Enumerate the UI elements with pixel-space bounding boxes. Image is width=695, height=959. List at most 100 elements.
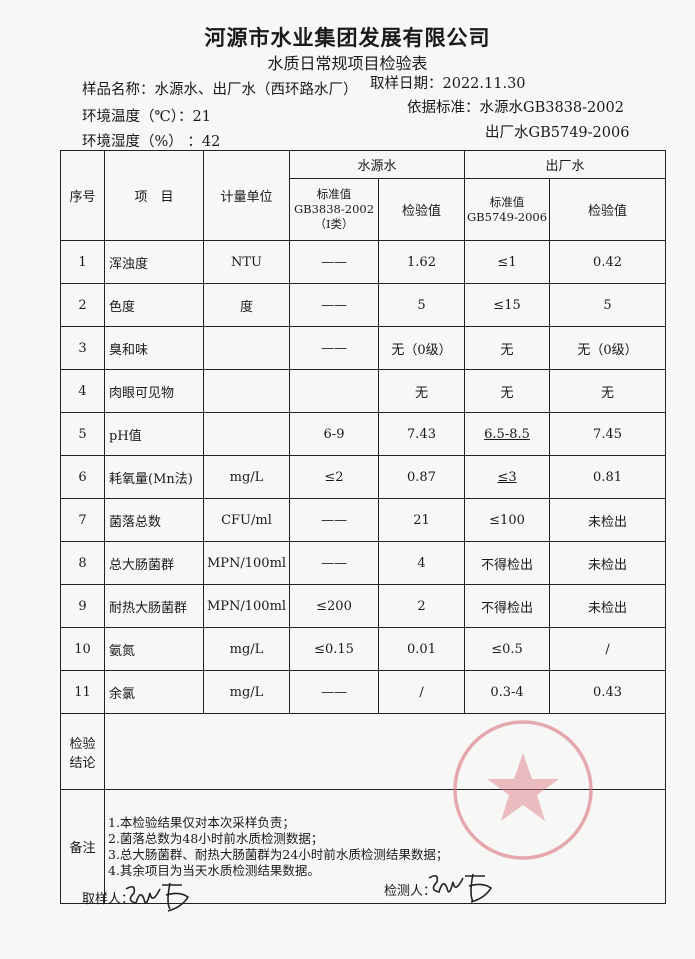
row-unit: NTU bbox=[203, 240, 290, 284]
row-unit: mg/L bbox=[203, 455, 290, 499]
notes-cell: 1.本检验结果仅对本次采样负责； 2.菌落总数为48小时前水质检测数据； 3.总… bbox=[103, 789, 667, 904]
header-unit: 计量单位 bbox=[203, 150, 290, 241]
row-source-value: 7.43 bbox=[377, 412, 466, 456]
row-source-standard: —— bbox=[289, 670, 379, 714]
row-source-value: 21 bbox=[377, 498, 466, 542]
row-outlet-standard: ≤0.5 bbox=[464, 627, 551, 671]
row-unit bbox=[203, 326, 290, 370]
conclusion-label: 检验 结论 bbox=[60, 713, 105, 790]
row-no: 5 bbox=[60, 412, 105, 456]
header-outlet-water: 出厂水 bbox=[464, 150, 667, 179]
row-no: 2 bbox=[60, 283, 105, 327]
row-unit bbox=[203, 412, 290, 456]
row-unit bbox=[203, 369, 290, 413]
row-outlet-value: 未检出 bbox=[549, 584, 667, 628]
note: 2.菌落总数为48小时前水质检测数据； bbox=[108, 830, 324, 846]
conclusion-cell bbox=[103, 713, 667, 790]
row-outlet-value: 无 bbox=[549, 369, 667, 413]
row-source-standard: 6-9 bbox=[289, 412, 379, 456]
standard-outlet: 出厂水GB5749-2006 bbox=[485, 125, 630, 141]
table-row: 1 浑浊度 NTU —— 1.62 ≤1 0.42 bbox=[60, 240, 667, 284]
temperature: 环境温度（℃）：21 bbox=[82, 109, 211, 125]
row-outlet-value: 无（0级） bbox=[549, 326, 667, 370]
row-item: 耗氧量(Mn法) bbox=[104, 455, 204, 499]
row-unit: CFU/ml bbox=[203, 498, 290, 542]
standard-source: 依据标准：水源水GB3838-2002 bbox=[407, 100, 624, 116]
table-row: 5 pH值 6-9 7.43 6.5-8.5 7.45 bbox=[60, 412, 667, 456]
l1: 检验 bbox=[69, 736, 96, 752]
table-row: 7 菌落总数 CFU/ml —— 21 ≤100 未检出 bbox=[60, 498, 667, 542]
table-row: 3 臭和味 —— 无（0级）无无（0级） bbox=[60, 326, 667, 370]
inspection-table: 序号 项 目 计量单位 水源水 出厂水 标准值 GB3838-2002 （Ⅰ类）… bbox=[60, 150, 667, 904]
row-outlet-standard: 不得检出 bbox=[464, 541, 551, 585]
row-unit: mg/L bbox=[203, 627, 290, 671]
row-outlet-value: 0.43 bbox=[549, 670, 667, 714]
row-item: 臭和味 bbox=[104, 326, 204, 370]
row-source-value: 无（0级） bbox=[377, 326, 466, 370]
sample-date: 取样日期：2022.11.30 bbox=[370, 76, 526, 92]
row-item: 浑浊度 bbox=[104, 240, 204, 284]
row-item: 耐热大肠菌群 bbox=[104, 584, 204, 628]
row-source-value: 1.62 bbox=[377, 240, 466, 284]
label: 标准值 bbox=[316, 187, 352, 201]
header-outlet-standard: 标准值 GB5749-2006 bbox=[464, 178, 551, 241]
row-no: 7 bbox=[60, 498, 105, 542]
sample-name: 样品名称：水源水、出厂水（西环路水厂） bbox=[82, 82, 358, 98]
row-item: 总大肠菌群 bbox=[104, 541, 204, 585]
row-item: 余氯 bbox=[104, 670, 204, 714]
sampler-label: 取样人： bbox=[82, 892, 135, 907]
table-row: 2 色度度 —— 5 ≤15 5 bbox=[60, 283, 667, 327]
row-source-standard: —— bbox=[289, 240, 379, 284]
code: GB3838-2002 bbox=[293, 202, 375, 216]
note: 1.本检验结果仅对本次采样负责； bbox=[108, 814, 295, 830]
row-source-standard: ≤2 bbox=[289, 455, 379, 499]
row-source-standard: —— bbox=[289, 541, 379, 585]
row-source-value: 2 bbox=[377, 584, 466, 628]
table-row: 11 余氯 mg/L ——/0.3-4 0.43 bbox=[60, 670, 667, 714]
form-title: 水质日常规项目检验表 bbox=[267, 54, 428, 73]
row-unit: mg/L bbox=[203, 670, 290, 714]
row-no: 3 bbox=[60, 326, 105, 370]
row-unit: MPN/100ml bbox=[203, 584, 290, 628]
row-outlet-standard: ≤1 bbox=[464, 240, 551, 284]
row-outlet-standard: 无 bbox=[464, 369, 551, 413]
row-outlet-standard: ≤15 bbox=[464, 283, 551, 327]
row-no: 4 bbox=[60, 369, 105, 413]
header-source-value: 检验值 bbox=[377, 178, 466, 241]
row-outlet-value: 0.81 bbox=[549, 455, 667, 499]
row-no: 11 bbox=[60, 670, 105, 714]
row-source-standard: —— bbox=[289, 283, 379, 327]
header-item: 项 目 bbox=[104, 150, 204, 241]
row-source-value: 无 bbox=[377, 369, 466, 413]
row-source-value: 0.87 bbox=[377, 455, 466, 499]
table-row: 4 肉眼可见物无无无 bbox=[60, 369, 667, 413]
row-source-standard bbox=[289, 369, 379, 413]
row-unit: MPN/100ml bbox=[203, 541, 290, 585]
row-outlet-standard: 不得检出 bbox=[464, 584, 551, 628]
row-outlet-standard: 无 bbox=[464, 326, 551, 370]
row-no: 9 bbox=[60, 584, 105, 628]
row-no: 8 bbox=[60, 541, 105, 585]
row-no: 1 bbox=[60, 240, 105, 284]
humidity: 环境湿度（%） ：42 bbox=[82, 134, 221, 150]
row-item: 肉眼可见物 bbox=[104, 369, 204, 413]
row-source-value: 5 bbox=[377, 283, 466, 327]
row-source-value: 4 bbox=[377, 541, 466, 585]
table-row: 9 耐热大肠菌群 MPN/100ml ≤200 2 不得检出 未检出 bbox=[60, 584, 667, 628]
row-outlet-standard: 6.5-8.5 bbox=[464, 412, 551, 456]
row-item: 色度 bbox=[104, 283, 204, 327]
header-no: 序号 bbox=[60, 150, 105, 241]
l2: 结论 bbox=[69, 755, 96, 771]
row-source-standard: —— bbox=[289, 498, 379, 542]
row-outlet-standard: ≤100 bbox=[464, 498, 551, 542]
row-source-standard: ≤0.15 bbox=[289, 627, 379, 671]
tester-signature bbox=[428, 873, 493, 903]
row-item: 氨氮 bbox=[104, 627, 204, 671]
row-source-standard: —— bbox=[289, 326, 379, 370]
row-no: 6 bbox=[60, 455, 105, 499]
table-row: 6 耗氧量(Mn法) mg/L ≤2 0.87 ≤3 0.81 bbox=[60, 455, 667, 499]
row-unit: 度 bbox=[203, 283, 290, 327]
row-source-value: / bbox=[377, 670, 466, 714]
row-outlet-value: 7.45 bbox=[549, 412, 667, 456]
code: GB5749-2006 bbox=[466, 209, 548, 224]
